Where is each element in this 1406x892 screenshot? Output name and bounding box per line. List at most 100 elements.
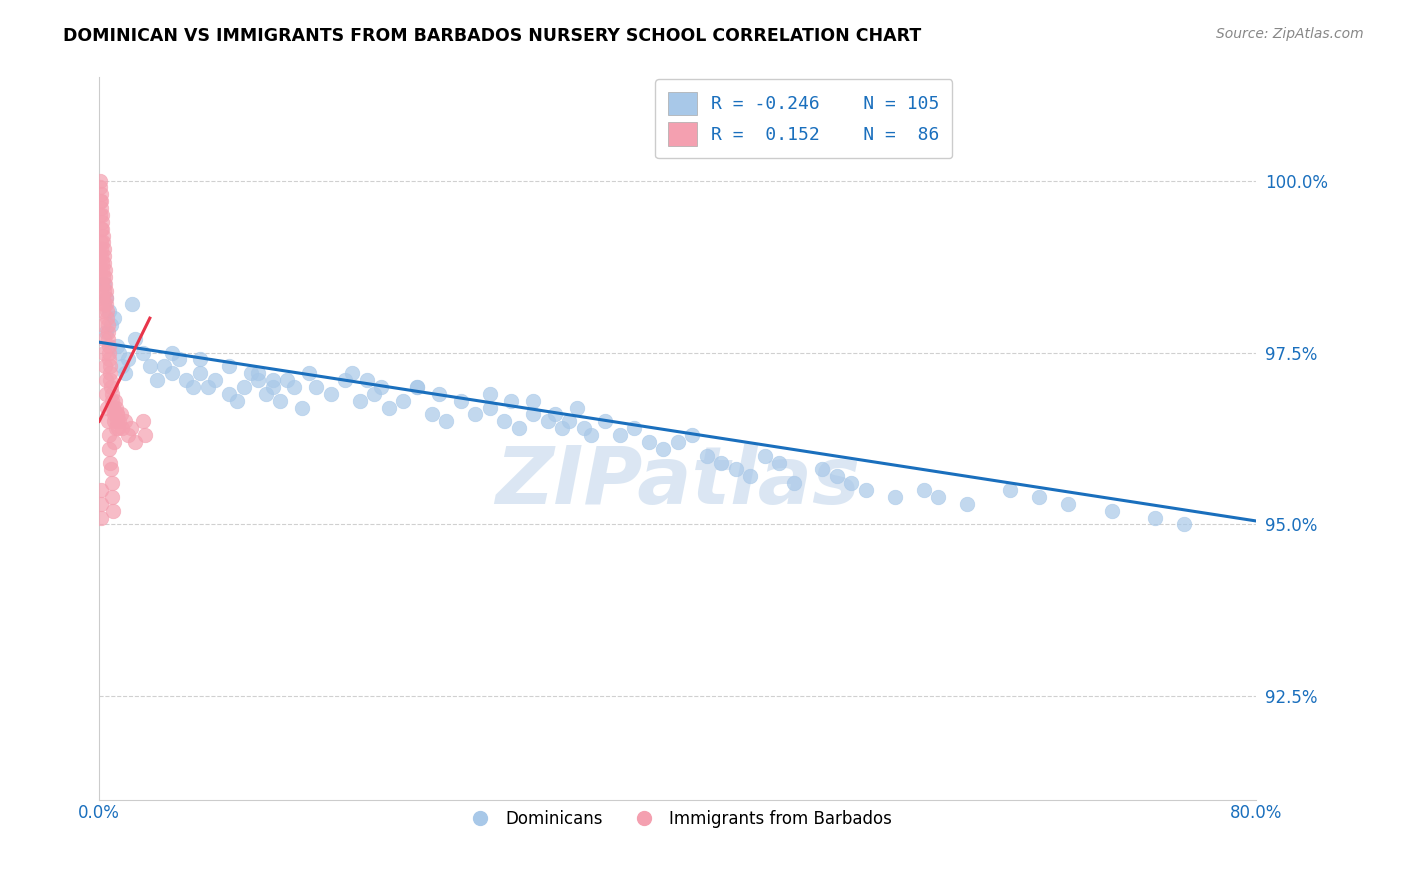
Point (90, 208, 112, 222)
Point (174, 373, 197, 387)
Point (100, 386, 122, 401)
Point (90, 221, 112, 235)
Point (105, 408, 128, 422)
Point (94, 269, 117, 284)
Point (91, 318, 114, 332)
Point (825, 469, 848, 483)
Point (93, 243, 115, 257)
Point (91, 221, 114, 235)
Point (89, 194, 111, 209)
Point (124, 434, 146, 449)
Point (93, 256, 115, 270)
Point (97, 428, 120, 442)
Point (103, 408, 125, 422)
Point (93, 332, 115, 346)
Point (160, 345, 183, 359)
Point (450, 393, 472, 408)
Point (91, 215, 114, 229)
Point (522, 393, 544, 408)
Point (464, 408, 486, 422)
Point (134, 428, 156, 442)
Point (91, 269, 114, 284)
Point (96, 325, 118, 339)
Point (927, 490, 949, 504)
Point (254, 386, 277, 401)
Point (90, 201, 112, 215)
Point (121, 297, 143, 311)
Point (90, 497, 112, 511)
Point (276, 373, 298, 387)
Point (114, 366, 136, 380)
Point (558, 414, 581, 428)
Point (103, 311, 125, 326)
Point (90, 187, 112, 202)
Point (111, 359, 134, 374)
Point (1028, 490, 1050, 504)
Point (269, 393, 291, 408)
Point (105, 338, 128, 352)
Point (101, 504, 124, 518)
Point (101, 393, 124, 408)
Point (623, 421, 645, 435)
Point (97, 338, 120, 352)
Point (262, 380, 284, 394)
Point (434, 414, 457, 428)
Point (104, 421, 127, 435)
Point (883, 490, 905, 504)
Point (90, 510, 112, 524)
Point (197, 380, 219, 394)
Point (94, 373, 117, 387)
Point (98, 442, 121, 456)
Point (1057, 497, 1080, 511)
Text: ZIPatlas: ZIPatlas (495, 442, 860, 521)
Point (105, 414, 128, 428)
Point (551, 421, 574, 435)
Point (96, 291, 118, 305)
Point (565, 401, 588, 415)
Point (131, 345, 153, 359)
Point (120, 421, 142, 435)
Point (342, 366, 364, 380)
Point (100, 380, 122, 394)
Point (94, 359, 117, 374)
Point (98, 345, 121, 359)
Point (105, 408, 128, 422)
Point (104, 393, 127, 408)
Point (124, 332, 146, 346)
Point (740, 469, 762, 483)
Point (912, 483, 935, 497)
Point (544, 408, 567, 422)
Point (89, 208, 111, 222)
Point (98, 359, 121, 374)
Point (96, 311, 118, 326)
Point (363, 386, 385, 401)
Point (420, 408, 443, 422)
Point (91, 277, 114, 291)
Point (110, 408, 132, 422)
Point (93, 297, 115, 311)
Point (494, 414, 516, 428)
Point (94, 277, 117, 291)
Point (754, 449, 776, 463)
Point (93, 284, 115, 298)
Point (97, 414, 120, 428)
Point (93, 277, 115, 291)
Point (638, 434, 661, 449)
Point (100, 476, 122, 491)
Point (225, 393, 247, 408)
Point (91, 235, 114, 250)
Point (406, 380, 429, 394)
Point (153, 359, 176, 374)
Point (131, 414, 153, 428)
Point (247, 366, 270, 380)
Point (190, 366, 212, 380)
Point (90, 249, 112, 263)
Point (91, 256, 114, 270)
Point (595, 414, 617, 428)
Point (956, 497, 979, 511)
Point (91, 228, 114, 243)
Point (90, 235, 112, 250)
Point (478, 401, 501, 415)
Point (108, 414, 131, 428)
Point (111, 421, 134, 435)
